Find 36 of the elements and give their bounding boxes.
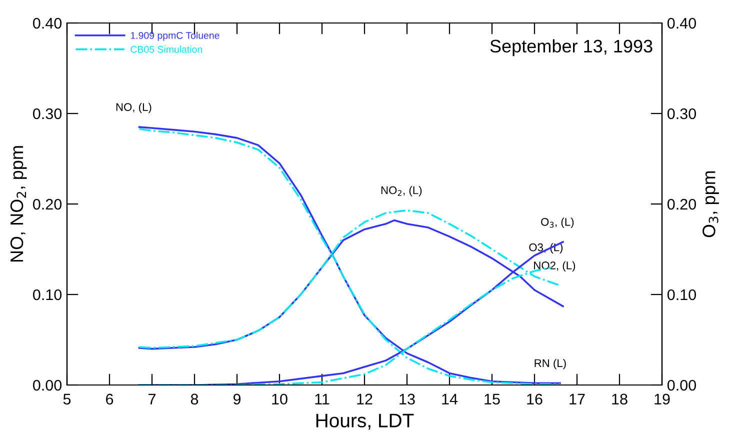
x-tick-label: 13 <box>400 394 415 405</box>
annotation: September 13, 1993 <box>490 39 652 56</box>
y2-tick-label: 0.20 <box>667 198 696 210</box>
x-tick-label: 16 <box>527 394 542 405</box>
text: 1.909 ppmC Toluene <box>130 32 220 41</box>
x-tick-label: 9 <box>233 394 241 405</box>
annotation: NO, (L) <box>116 102 152 114</box>
y-axis-title: NO, NO$_{2}$, ppm <box>10 146 27 262</box>
x-tick-label: 14 <box>442 394 458 404</box>
x-tick-label: 18 <box>612 394 628 405</box>
x-tick-label: 6 <box>106 394 114 405</box>
y-tick-label: 0.00 <box>33 380 62 391</box>
x-tick-label: 10 <box>272 394 288 405</box>
annotation: O$_{3}$, (L) <box>541 218 574 228</box>
y-tick-label: 0.30 <box>33 108 62 120</box>
y-tick-label: 0.40 <box>33 18 62 29</box>
x-tick-label: 8 <box>190 394 198 405</box>
x-tick-label: 15 <box>484 394 500 405</box>
x-tick-label: 17 <box>570 394 585 404</box>
x-tick-label: 5 <box>63 394 71 405</box>
y2-tick-label: 0.40 <box>667 18 696 29</box>
y-tick-label: 0.20 <box>33 198 62 210</box>
x-axis-title: Hours, LDT <box>316 414 414 430</box>
x-tick-label: 12 <box>357 394 372 404</box>
x-tick-label: 11 <box>315 394 330 404</box>
y2-tick-label: 0.30 <box>667 108 696 120</box>
annotation: NO2, (L) <box>534 261 576 272</box>
x-tick-label: 19 <box>654 394 670 405</box>
y2-tick-label: 0.00 <box>667 380 696 391</box>
y-tick-label: 0.10 <box>33 289 62 300</box>
y2-axis-title: O$_{3}$, ppm <box>702 171 719 238</box>
annotation: NO$_{2}$, (L) <box>381 186 422 196</box>
x-tick-label: 7 <box>148 394 156 404</box>
annotation: RN (L) <box>534 358 566 370</box>
y2-tick-label: 0.10 <box>667 289 696 300</box>
text: CB05 Simulation <box>130 46 202 53</box>
